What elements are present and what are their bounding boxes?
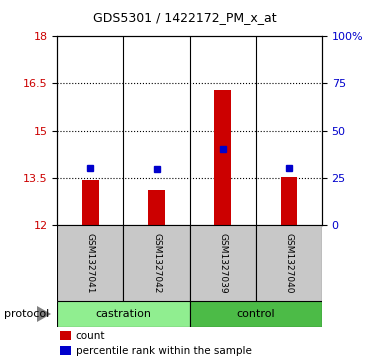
- Bar: [148, 190, 165, 225]
- Text: percentile rank within the sample: percentile rank within the sample: [76, 346, 252, 356]
- Text: GSM1327040: GSM1327040: [284, 233, 293, 293]
- Text: GSM1327041: GSM1327041: [86, 233, 95, 293]
- Bar: [57, 225, 124, 301]
- Text: castration: castration: [95, 309, 151, 319]
- Bar: [280, 177, 297, 225]
- Bar: [256, 225, 322, 301]
- Bar: [124, 225, 189, 301]
- Bar: [82, 180, 99, 225]
- Text: GDS5301 / 1422172_PM_x_at: GDS5301 / 1422172_PM_x_at: [93, 11, 277, 24]
- Bar: [215, 90, 231, 225]
- Text: GSM1327042: GSM1327042: [152, 233, 161, 293]
- Bar: [60, 346, 71, 355]
- Text: protocol: protocol: [4, 309, 49, 319]
- Bar: [189, 225, 256, 301]
- Polygon shape: [37, 306, 51, 322]
- Bar: [60, 331, 71, 340]
- Bar: [189, 301, 322, 327]
- Text: GSM1327039: GSM1327039: [218, 233, 227, 294]
- Bar: [57, 301, 189, 327]
- Text: control: control: [236, 309, 275, 319]
- Text: count: count: [76, 331, 105, 341]
